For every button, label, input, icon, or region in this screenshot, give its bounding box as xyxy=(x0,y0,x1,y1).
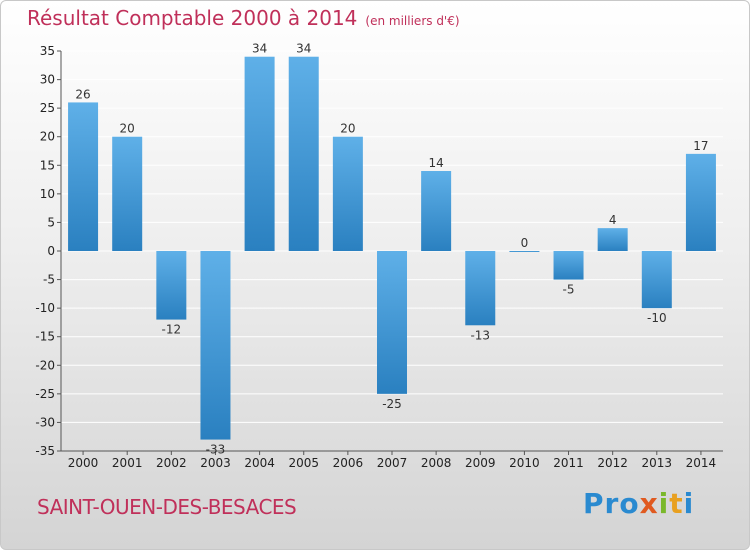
bar-2002 xyxy=(156,251,187,320)
logo-letter: r xyxy=(604,487,620,520)
y-tick-label: -30 xyxy=(35,415,55,429)
logo-letter: x xyxy=(639,487,659,520)
x-tick-label: 2013 xyxy=(642,456,673,470)
y-tick-label: 15 xyxy=(40,158,55,172)
data-label: 20 xyxy=(120,122,135,136)
bar-2006 xyxy=(332,136,363,251)
bar-2001 xyxy=(112,136,143,251)
logo-letter: P xyxy=(583,487,605,520)
y-tick-label: -5 xyxy=(43,273,55,287)
data-label: 14 xyxy=(428,156,443,170)
x-tick-label: 2007 xyxy=(377,456,408,470)
bar-2014 xyxy=(685,153,716,251)
data-label: -25 xyxy=(382,397,402,411)
x-tick-label: 2008 xyxy=(421,456,452,470)
logo-letter: o xyxy=(619,487,640,520)
bar-2008 xyxy=(421,171,452,251)
x-tick-label: 2009 xyxy=(465,456,496,470)
data-label: 17 xyxy=(693,139,708,153)
y-tick-label: -25 xyxy=(35,387,55,401)
y-tick-label: -15 xyxy=(35,330,55,344)
data-label: -5 xyxy=(563,283,575,297)
proxiti-logo[interactable]: Proxiti xyxy=(583,487,694,520)
x-tick-label: 2010 xyxy=(509,456,540,470)
x-tick-label: 2014 xyxy=(686,456,717,470)
x-tick-label: 2000 xyxy=(68,456,99,470)
title-row: Résultat Comptable 2000 à 2014 (en millie… xyxy=(27,6,460,30)
bar-2011 xyxy=(553,251,584,280)
axis-layer: 35 30 25 20 15 10 5 0 -5 -10 -15 -20 -25 -30 -35 2000 20… xyxy=(35,44,723,470)
bar-2003 xyxy=(200,251,231,440)
x-tick-label: 2011 xyxy=(553,456,584,470)
commune-name: SAINT-OUEN-DES-BESACES xyxy=(37,495,297,519)
bar-2009 xyxy=(465,251,496,326)
bar-2012 xyxy=(597,228,628,251)
data-label: -10 xyxy=(647,311,667,325)
data-label: -33 xyxy=(206,443,226,457)
logo-letter: i xyxy=(658,487,670,520)
bar-2013 xyxy=(641,251,672,309)
chart-subtitle: (en milliers d'€) xyxy=(365,14,460,28)
y-tick-label: -35 xyxy=(35,444,55,458)
y-tick-label: -10 xyxy=(35,301,55,315)
data-label: 20 xyxy=(340,122,355,136)
bar-2007 xyxy=(377,251,407,394)
data-label: 26 xyxy=(75,87,90,101)
data-label: 34 xyxy=(296,42,311,56)
logo-letter: t xyxy=(669,487,684,520)
bar-layer xyxy=(68,56,716,440)
y-tick-label: 35 xyxy=(40,44,55,58)
x-tick-label: 2001 xyxy=(112,456,143,470)
y-tick-label: 10 xyxy=(40,187,55,201)
data-label: 4 xyxy=(609,213,617,227)
bar-2004 xyxy=(244,56,275,251)
y-tick-label: 25 xyxy=(40,101,55,115)
x-tick-label: 2006 xyxy=(333,456,364,470)
x-tick-label: 2002 xyxy=(156,456,187,470)
data-label: -12 xyxy=(162,323,182,337)
label-layer: 26 20 -12 -33 34 34 20 -25 14 -13 0 -5 4 -10 17 xyxy=(75,42,708,457)
y-tick-label: 30 xyxy=(40,73,55,87)
y-tick-label: 20 xyxy=(40,130,55,144)
logo-letter: i xyxy=(683,487,695,520)
data-label: -13 xyxy=(470,328,490,342)
y-tick-label: 0 xyxy=(47,244,55,258)
x-tick-label: 2005 xyxy=(288,456,319,470)
x-tick-label: 2012 xyxy=(597,456,628,470)
y-tick-label: -20 xyxy=(35,358,55,372)
bar-2010 xyxy=(509,251,540,252)
data-label: 34 xyxy=(252,42,267,56)
chart-title: Résultat Comptable 2000 à 2014 xyxy=(27,6,358,30)
x-tick-label: 2004 xyxy=(244,456,275,470)
x-tick-label: 2003 xyxy=(200,456,231,470)
bar-2005 xyxy=(288,56,319,251)
bar-2000 xyxy=(68,102,99,251)
y-tick-label: 5 xyxy=(47,215,55,229)
data-label: 0 xyxy=(521,236,529,250)
